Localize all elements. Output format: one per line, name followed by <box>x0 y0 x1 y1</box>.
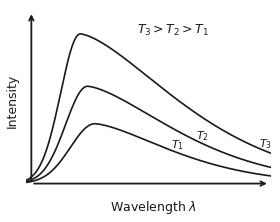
Text: Intensity: Intensity <box>5 74 18 128</box>
Text: $T_3$: $T_3$ <box>260 137 272 151</box>
Text: $T_1$: $T_1$ <box>171 138 185 152</box>
Text: $T_2$: $T_2$ <box>196 129 209 143</box>
Text: $T_3 > T_2 > T_1$: $T_3 > T_2 > T_1$ <box>137 23 209 38</box>
Text: Wavelength $\lambda$: Wavelength $\lambda$ <box>110 198 197 216</box>
